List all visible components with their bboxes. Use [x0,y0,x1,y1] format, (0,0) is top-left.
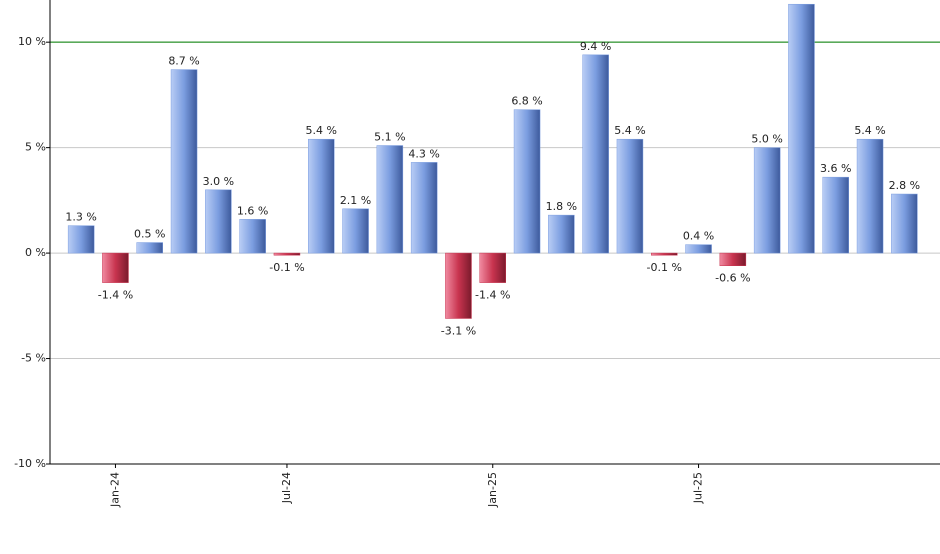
value-label: 3.0 % [203,175,234,188]
value-label: 2.8 % [889,179,920,192]
bar [376,145,404,254]
value-label: 6.8 % [511,95,542,108]
value-label: -0.1 % [269,261,304,274]
value-label: 9.4 % [580,40,611,53]
bar [308,138,335,254]
value-label: 5.4 % [306,124,337,137]
value-label: 1.3 % [65,211,96,224]
bar [342,208,369,254]
y-tick-label: -10 % [14,457,46,470]
bar [273,252,301,256]
y-tick-label: -5 % [21,352,46,365]
value-label: 5.4 % [854,124,885,137]
x-tick-label: Jul-24 [280,472,293,504]
value-label: -3.1 % [441,324,476,337]
bar [410,162,438,254]
y-tick-label: 5 % [25,141,46,154]
value-label: 2.1 % [340,194,371,207]
y-tick-label: 0 % [25,246,46,259]
bar [582,54,609,254]
bar [102,252,129,283]
value-label: 5.0 % [751,133,782,146]
y-tick-label: 10 % [18,35,46,48]
value-label: 3.6 % [820,162,851,175]
value-label: 4.3 % [408,147,439,160]
bar [136,242,163,254]
x-tick-label: Jul-25 [692,472,705,504]
value-label: -0.1 % [647,261,682,274]
bar [719,252,747,266]
value-label: 8.7 % [168,55,199,68]
x-tick-label: Jan-25 [486,472,499,508]
x-tick-label: Jan-24 [108,472,121,508]
bar [788,3,815,254]
bar [822,176,849,254]
bar [651,252,678,256]
bar [616,138,644,254]
value-label: 1.8 % [546,200,577,213]
bar [548,214,575,254]
bar [67,225,95,254]
bar [513,109,541,254]
bar [445,252,472,319]
value-label: 11.8 % [782,0,820,2]
bar [891,193,918,254]
value-label: -0.6 % [715,272,750,285]
bar [239,219,266,254]
bar [856,138,884,254]
bar [753,147,781,254]
value-label: 0.4 % [683,230,714,243]
value-label: -1.4 % [98,289,133,302]
value-label: 0.5 % [134,228,165,241]
value-label: 5.1 % [374,131,405,144]
value-label: 5.4 % [614,124,645,137]
value-label: -1.4 % [475,289,510,302]
bar [479,252,506,283]
value-label: 1.6 % [237,204,268,217]
bar [170,69,198,254]
bar [205,189,232,254]
bar [685,244,712,254]
